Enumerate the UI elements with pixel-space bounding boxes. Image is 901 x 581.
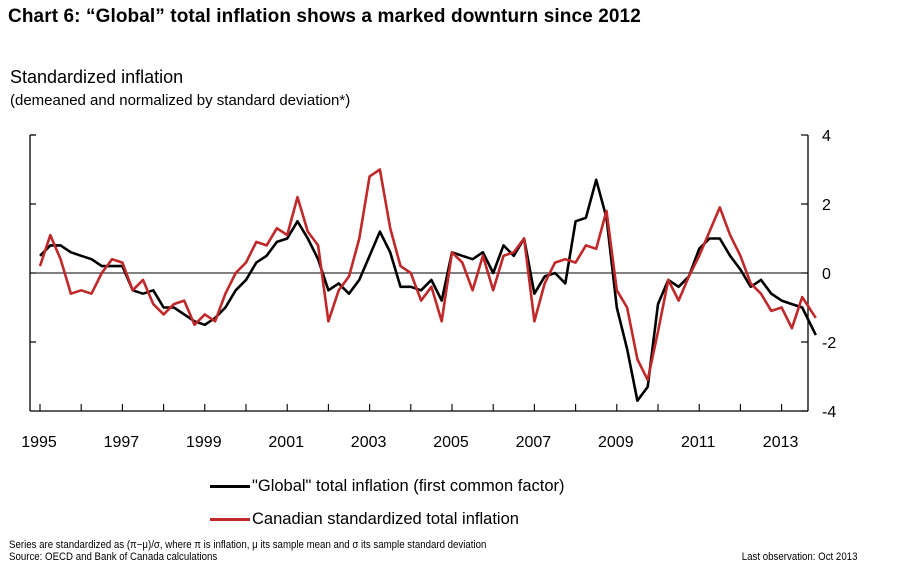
tick-labels: 4 2 0 -2 -4 1995 1997 1999 2001 2003 2005 2007 2009 2… — [21, 128, 836, 451]
y-tick-label: 4 — [822, 128, 831, 145]
x-tick-label: 2001 — [268, 434, 304, 451]
last-observation: Last observation: Oct 2013 — [741, 551, 857, 563]
legend-swatch-canadian — [210, 518, 250, 521]
x-tick-label: 2013 — [763, 434, 799, 451]
legend-label-canadian: Canadian standardized total inflation — [252, 510, 519, 528]
footnote-standardization: Series are standardized as (π−μ)/σ, wher… — [9, 539, 487, 551]
y-tick-label: -4 — [822, 404, 836, 421]
x-tick-label: 2007 — [516, 434, 552, 451]
legend-item-global: "Global" total inflation (first common f… — [210, 470, 565, 503]
x-tick-label: 2003 — [351, 434, 387, 451]
series-line-canadian — [38, 168, 817, 382]
chart-subtitle-note: (demeaned and normalized by standard dev… — [10, 92, 351, 109]
axes — [29, 134, 809, 412]
legend: "Global" total inflation (first common f… — [210, 470, 565, 536]
x-tick-label: 2011 — [681, 434, 716, 451]
line-chart: 4 2 0 -2 -4 1995 1997 1999 2001 2003 2005 2007 2009 2… — [21, 128, 836, 451]
x-tick-label: 1995 — [21, 434, 57, 451]
footnote-source: Source: OECD and Bank of Canada calculat… — [9, 551, 218, 563]
chart-subtitle: Standardized inflation — [10, 67, 184, 87]
y-tick-label: -2 — [822, 335, 836, 352]
x-tick-label: 1997 — [104, 434, 140, 451]
legend-label-global: "Global" total inflation (first common f… — [252, 477, 565, 495]
footnote: Series are standardized as (π−μ)/σ, wher… — [9, 539, 486, 563]
chart-title: Chart 6: “Global” total inflation shows … — [8, 6, 641, 27]
x-tick-label: 2009 — [598, 434, 634, 451]
y-tick-label: 2 — [822, 197, 831, 214]
series-layer — [38, 168, 817, 403]
y-tick-label: 0 — [822, 266, 831, 283]
x-tick-label: 2005 — [433, 434, 469, 451]
legend-item-canadian: Canadian standardized total inflation — [210, 503, 565, 536]
x-tick-label: 1999 — [186, 434, 222, 451]
legend-swatch-global — [210, 485, 250, 488]
